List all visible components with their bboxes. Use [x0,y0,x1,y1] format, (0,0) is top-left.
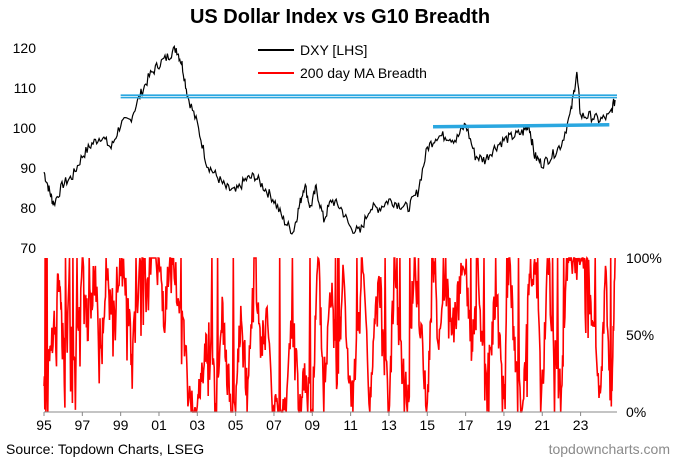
dxy-panel: 70 80 90 100 110 120 [13,40,617,256]
x-tick-label: 05 [228,417,244,433]
y-tick-label-right: 50% [626,327,654,343]
x-tick-label: 17 [458,417,474,433]
y-tick-label-right: 0% [626,404,646,420]
x-tick-label: 19 [496,417,512,433]
y-tick-label-left: 110 [14,80,37,96]
x-tick-label: 07 [266,417,282,433]
legend-label: 200 day MA Breadth [300,65,427,81]
breadth-series-line [43,255,616,413]
x-axis: 95 97 99 01 03 05 07 09 11 13 15 17 19 21 23 [36,411,617,433]
y-tick-label-left: 100 [13,120,37,136]
x-tick-label: 01 [151,417,167,433]
x-tick-label: 03 [190,417,206,433]
x-tick-label: 21 [534,417,550,433]
source-note: Source: Topdown Charts, LSEG [6,441,205,457]
x-tick-label: 13 [381,417,397,433]
x-tick-label: 09 [305,417,321,433]
x-tick-label: 15 [419,417,435,433]
y-tick-label-right: 100% [626,250,662,266]
y-tick-label-left: 80 [20,200,36,216]
y-tick-label-left: 70 [20,240,36,256]
trend-line [433,123,610,129]
legend: DXY [LHS] 200 day MA Breadth [258,42,427,81]
credit-link[interactable]: topdowncharts.com [548,441,670,457]
x-tick-label: 97 [75,417,91,433]
chart-title: US Dollar Index vs G10 Breadth [189,6,491,28]
breadth-panel: 0% 50% 100% [43,250,662,420]
x-tick-label: 99 [113,417,129,433]
y-tick-label-left: 90 [20,160,36,176]
x-tick-label: 95 [36,417,52,433]
x-tick-label: 11 [343,417,358,433]
legend-label: DXY [LHS] [300,42,367,58]
y-tick-label-left: 120 [13,40,37,56]
x-tick-label: 23 [573,417,589,433]
